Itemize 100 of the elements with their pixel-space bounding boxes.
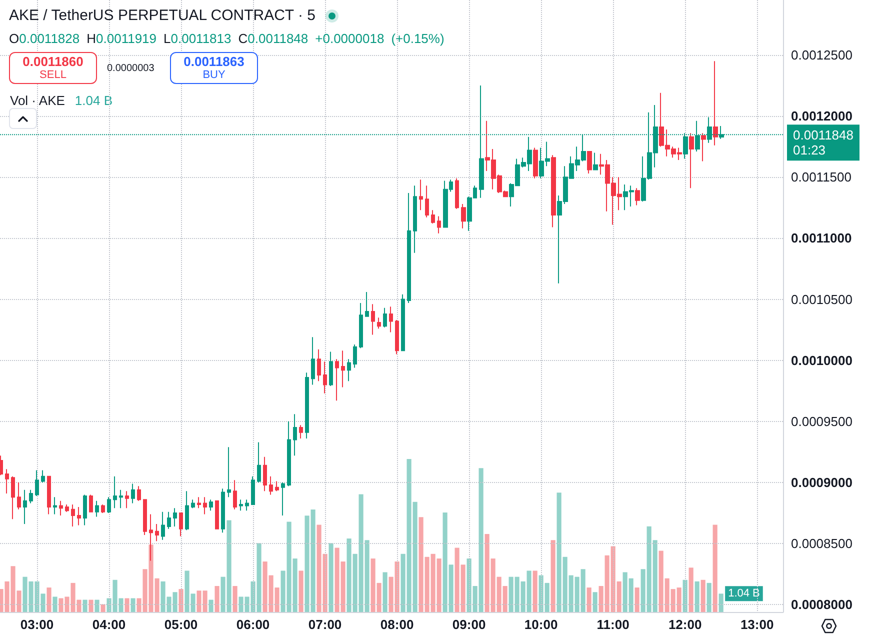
y-tick-label: 0.0010000 xyxy=(791,352,852,368)
candlestick xyxy=(551,154,556,228)
x-tick-label: 09:00 xyxy=(452,617,486,632)
candlestick xyxy=(17,482,21,510)
candlestick xyxy=(419,179,423,211)
ref-line-label: 0.0011848 01:23 xyxy=(793,128,854,158)
bar xyxy=(82,600,88,612)
candlestick xyxy=(11,476,15,520)
candlestick xyxy=(287,420,291,487)
candlestick xyxy=(329,351,333,387)
annotation: 0.0011860 xyxy=(22,54,84,69)
candlestick xyxy=(299,424,303,440)
candlestick xyxy=(143,499,147,536)
candlestick xyxy=(125,490,129,509)
candlestick xyxy=(587,150,592,174)
bar xyxy=(298,570,304,612)
y-tick-label: 0.0009500 xyxy=(791,414,852,429)
bar xyxy=(52,596,58,612)
x-tick-label: 12:00 xyxy=(668,617,702,632)
bar xyxy=(532,570,538,612)
x-tick-label: 07:00 xyxy=(308,617,342,632)
candlestick xyxy=(107,496,111,514)
bar xyxy=(634,588,640,612)
candlestick xyxy=(203,496,207,515)
candlestick xyxy=(455,178,459,210)
candlestick xyxy=(377,317,381,330)
candlestick xyxy=(461,204,466,229)
candlestick xyxy=(269,476,273,496)
bar xyxy=(100,604,106,612)
candlestick xyxy=(71,504,75,527)
y-tick-label: 0.0012000 xyxy=(791,108,852,124)
candlestick xyxy=(233,480,237,510)
bar xyxy=(214,586,220,612)
y-tick-label: 0.0008000 xyxy=(791,597,852,612)
candlestick xyxy=(41,470,45,484)
candlestick xyxy=(533,147,538,179)
candlestick xyxy=(77,506,81,526)
candlestick xyxy=(401,294,405,352)
candlestick xyxy=(59,500,63,516)
buy-button: 0.0011863 BUY xyxy=(170,52,258,84)
candlestick xyxy=(191,499,195,509)
candlestick xyxy=(221,488,225,534)
annotation: SELL xyxy=(38,69,68,82)
candlestick xyxy=(431,210,435,224)
bar xyxy=(592,592,598,612)
candlestick xyxy=(395,320,399,355)
candlestick xyxy=(101,504,105,514)
candlestick xyxy=(239,499,243,512)
candlestick xyxy=(689,132,694,189)
y-tick-label: 0.0012500 xyxy=(791,47,852,62)
candlestick xyxy=(383,307,387,328)
bar xyxy=(232,586,238,612)
candlestick xyxy=(593,152,598,170)
candlestick xyxy=(209,499,213,512)
x-tick-label: 08:00 xyxy=(380,617,414,632)
bar xyxy=(586,588,592,612)
candlestick xyxy=(113,476,117,509)
candlestick xyxy=(35,470,39,496)
candlestick xyxy=(251,476,255,506)
candlestick xyxy=(257,442,261,484)
candlestick xyxy=(437,216,441,234)
candlestick xyxy=(293,414,297,456)
bar xyxy=(718,594,724,612)
bar xyxy=(46,588,52,612)
candlestick xyxy=(323,361,327,394)
bar xyxy=(688,568,694,612)
candlestick xyxy=(185,490,189,531)
candlestick xyxy=(137,486,141,502)
bar xyxy=(382,572,388,612)
candlestick xyxy=(227,446,231,498)
candlestick xyxy=(389,306,393,333)
bar xyxy=(94,600,100,612)
bar xyxy=(124,598,130,612)
y-tick-label: 0.0008500 xyxy=(791,536,852,552)
candlestick xyxy=(197,496,201,509)
candlestick xyxy=(0,455,3,476)
candlestick xyxy=(161,511,165,540)
x-tick-label: 05:00 xyxy=(164,617,198,632)
candlestick xyxy=(263,456,267,492)
candlestick xyxy=(23,489,27,525)
candlestick xyxy=(275,480,279,492)
x-tick-label: 13:00 xyxy=(740,617,774,632)
bar xyxy=(694,581,700,612)
sell-button: 0.0011860 SELL xyxy=(9,52,97,84)
bar xyxy=(178,589,184,612)
candlestick xyxy=(305,372,309,440)
bar xyxy=(706,582,712,612)
candlestick xyxy=(407,192,411,304)
bar xyxy=(130,598,136,612)
candlestick xyxy=(353,344,357,368)
chart-title: AKE / TetherUS PERPETUAL CONTRACT · 5 xyxy=(9,6,316,26)
chart-title: Vol · AKE xyxy=(10,92,65,109)
y-tick-label: 0.0011500 xyxy=(791,170,852,185)
bar xyxy=(328,543,334,612)
candlestick xyxy=(179,512,183,537)
bar xyxy=(700,580,706,612)
annotation: 0.0011863 xyxy=(182,54,246,69)
annotation: BUY xyxy=(202,69,226,82)
candlestick xyxy=(65,504,69,512)
candlestick xyxy=(5,468,9,494)
